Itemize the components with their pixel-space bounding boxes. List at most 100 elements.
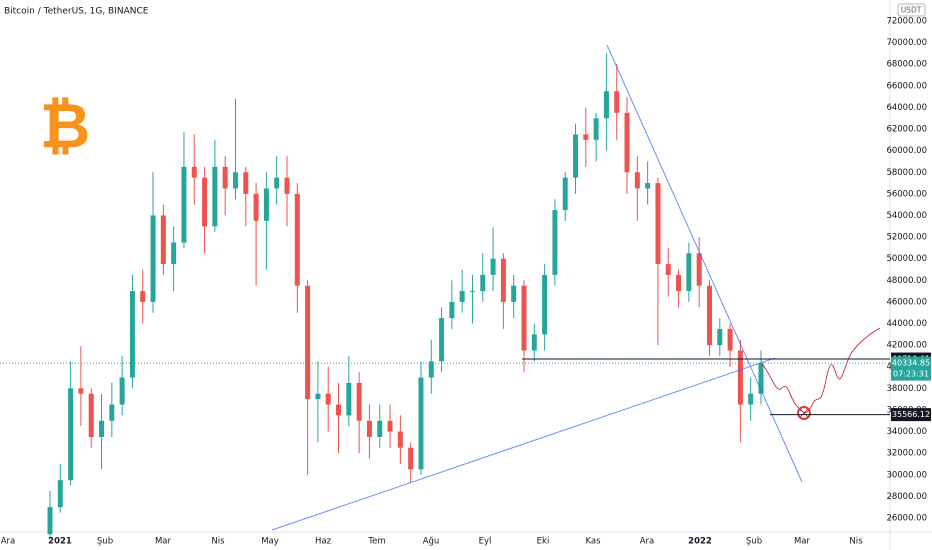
y-tick-label: 58000.00 [886,168,927,178]
current-price-box [891,356,931,381]
candle-body [294,193,300,286]
candle-body [387,420,393,432]
candle-body [717,328,723,346]
target-circle [797,406,811,420]
candle-body [676,274,682,292]
y-tick-label: 28000.00 [886,492,927,502]
x-tick-label: 2022 [688,537,712,547]
x-tick-label: Şub [746,537,762,547]
candle-body [377,420,383,437]
target-mark [799,408,809,418]
candle-body [336,404,342,416]
y-tick-label: 32000.00 [886,449,927,459]
x-tick-label: Ağu [423,537,440,547]
candle-body [109,404,115,421]
candle-body [232,172,238,189]
candle-body [614,91,620,113]
candle-body [603,91,609,119]
y-tick-label: 44000.00 [886,319,927,329]
candle-body [119,377,125,405]
candle-body [696,253,702,286]
candle-body [490,258,496,275]
candle-body [253,193,259,221]
candle-body [531,334,537,351]
candle-body [428,361,434,378]
trend-line [606,44,803,483]
projection-path [761,327,881,413]
candle-body [573,134,579,178]
x-tick-label: 2021 [48,537,72,547]
candle-body [160,215,166,265]
x-tick-label: Eyl [479,537,492,547]
candle-body [542,274,548,335]
candle-body [305,285,311,400]
candle-body [68,388,74,481]
candle-body [99,420,105,437]
candle-body [469,291,475,293]
candle-body [346,382,352,416]
candle-body [88,393,94,437]
currency-box [897,3,926,17]
candle-body [181,166,187,243]
candle-body [150,215,156,302]
x-tick-label: Haz [315,537,332,547]
y-tick-label: 54000.00 [886,211,927,221]
level-label: 35566.12 [892,410,930,419]
y-tick-label: 26000.00 [886,513,927,523]
x-tick-label: Tem [367,537,385,547]
candle-body [57,480,63,508]
candle-body [129,291,135,378]
candle-body [408,447,414,470]
candle-body [439,318,445,362]
bitcoin-logo: ₿ [40,89,91,162]
candle-body [356,382,362,421]
candle-body [263,188,269,221]
candle-body [727,328,733,351]
candle-body [645,183,651,189]
candle-body [418,377,424,470]
x-tick-label: Ara [640,537,655,547]
x-tick-label: Mar [155,537,172,547]
x-tick-label: Mar [794,537,811,547]
candle-body [552,210,558,275]
currency-label: USDT [901,6,922,15]
x-tick-label: May [261,537,279,547]
countdown-label: 07:23:31 [893,370,929,379]
candle-body [212,166,218,227]
candle-body [78,388,84,394]
candle-body [748,393,754,405]
candle-body [480,274,486,292]
y-tick-label: 50000.00 [886,254,927,264]
candles [47,53,764,540]
candle-body [665,264,671,275]
candle-body [521,285,527,351]
y-tick-label: 62000.00 [886,125,927,135]
candle-body [191,166,197,178]
candle-body [500,258,506,302]
candle-body [325,393,331,405]
candle-body [511,285,517,302]
x-tick-label: Eki [537,537,550,547]
level-label-box [891,408,931,422]
y-tick-label: 48000.00 [886,276,927,286]
candle-body [459,291,465,302]
y-tick-label: 52000.00 [886,233,927,243]
candle-body [686,253,692,292]
y-tick-label: 30000.00 [886,470,927,480]
candle-body [706,285,712,346]
candle-body [243,172,249,194]
candle-body [562,177,568,211]
candle-body [202,177,208,227]
candle-body [655,183,661,265]
candle-body [758,363,764,394]
candle-body [222,166,228,189]
x-tick-label: Ara [1,537,16,547]
y-tick-label: 72000.00 [886,17,927,27]
candle-body [624,112,630,173]
y-tick-label: 66000.00 [886,81,927,91]
x-tick-label: Şub [97,537,113,547]
x-tick-label: Nis [211,537,225,547]
x-tick-label: Nis [849,537,863,547]
candle-body [737,350,743,405]
